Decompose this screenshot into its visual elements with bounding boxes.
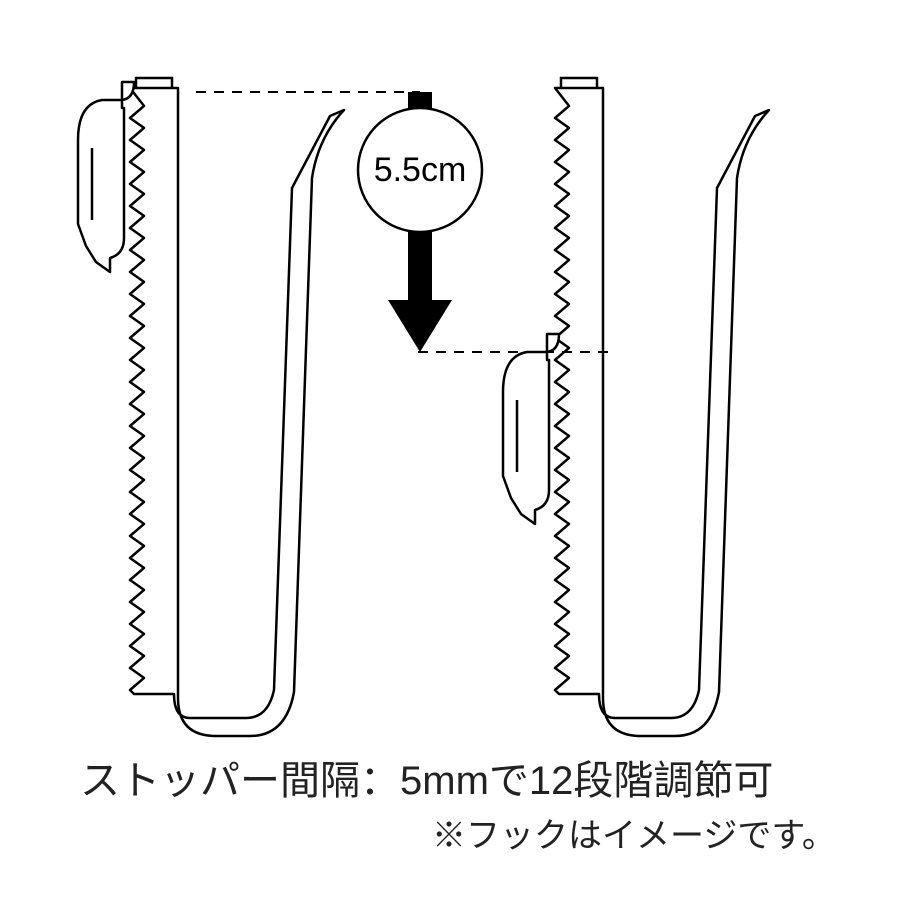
hook-top-cap	[561, 78, 597, 88]
measure-arrow-head	[388, 300, 452, 352]
measure-label: 5.5cm	[374, 151, 467, 189]
hook-body	[130, 88, 344, 736]
caption-main: ストッパー間隔：5mmで12段階調節可	[80, 748, 773, 806]
hook-stopper	[78, 82, 134, 272]
hook	[78, 78, 344, 736]
diagram-stage: 5.5cm ストッパー間隔：5mmで12段階調節可 ※フックはイメージです。	[0, 0, 900, 900]
hook-body	[555, 88, 769, 736]
hook	[503, 78, 769, 736]
hook-stopper	[503, 334, 559, 524]
hook-top-cap	[136, 78, 172, 88]
caption-note: ※フックはイメージです。	[432, 808, 836, 857]
